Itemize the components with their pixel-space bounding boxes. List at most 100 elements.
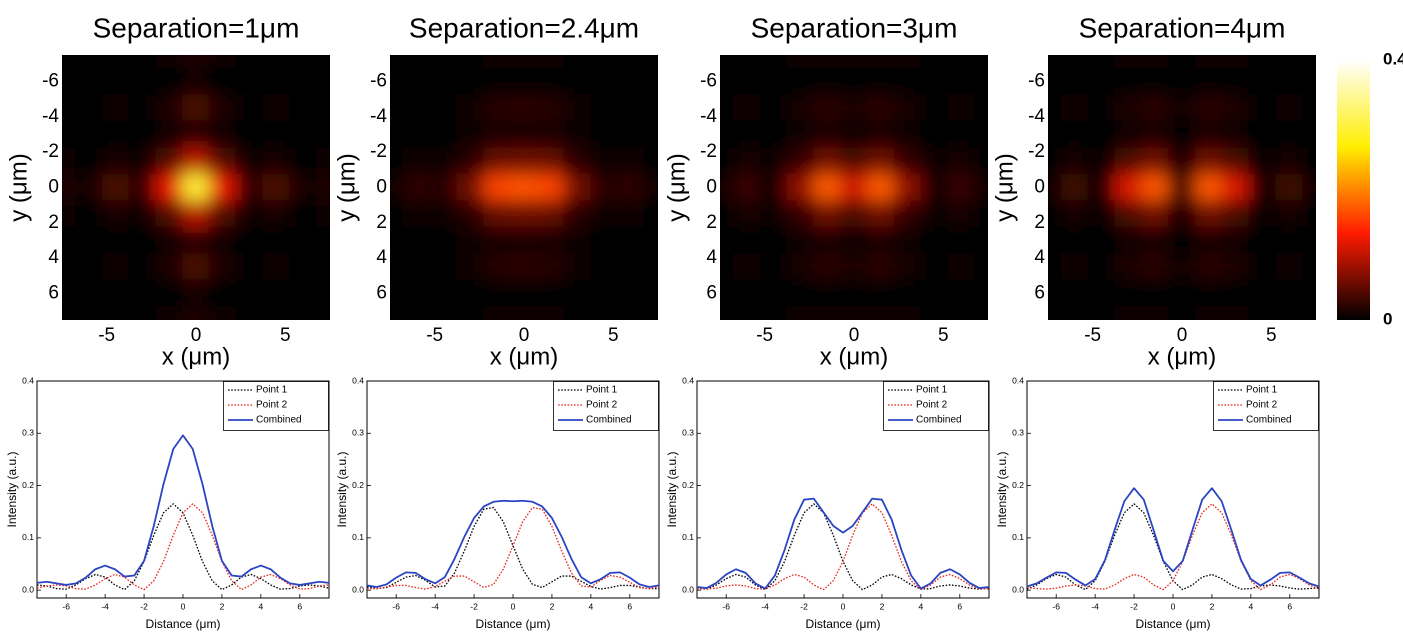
heatmap-cell bbox=[1060, 253, 1089, 281]
y-tick-label: 6 bbox=[376, 283, 387, 304]
heatmap-cell bbox=[483, 147, 512, 175]
y-tick-label: -2 bbox=[370, 141, 387, 162]
heatmap-cell bbox=[289, 253, 318, 281]
heatmap-cell bbox=[1275, 173, 1304, 202]
heatmap-cell bbox=[1248, 120, 1277, 149]
x-axis-label: x (μm) bbox=[1148, 343, 1216, 370]
heatmap-cell bbox=[813, 200, 842, 228]
heatmap-cell bbox=[262, 173, 291, 202]
heatmap-cell bbox=[1248, 279, 1277, 308]
heatmap-cell bbox=[456, 200, 485, 228]
heatmap-cell bbox=[456, 55, 485, 69]
heatmap-cell bbox=[208, 173, 237, 202]
heatmap-cell bbox=[1275, 94, 1304, 122]
x-tick-label: 2 bbox=[880, 601, 885, 611]
series-line bbox=[36, 434, 330, 586]
heatmap-cell bbox=[536, 226, 565, 255]
y-tick-label: -2 bbox=[42, 141, 59, 162]
heatmap-cell bbox=[590, 94, 619, 122]
heatmap-cell bbox=[1087, 55, 1116, 69]
heatmap-cell bbox=[1087, 200, 1116, 228]
heatmap-cell bbox=[866, 173, 895, 202]
x-tick-label: 6 bbox=[957, 601, 962, 611]
heatmap-cell bbox=[429, 147, 458, 175]
heatmap-cell bbox=[128, 55, 157, 69]
heatmap-cell bbox=[563, 306, 592, 320]
heatmap-cell bbox=[893, 279, 922, 308]
heatmap-cell bbox=[208, 253, 237, 281]
heatmap-cell bbox=[289, 55, 318, 69]
heatmap-cell bbox=[62, 253, 76, 281]
heatmap-cell bbox=[510, 200, 538, 228]
heatmap-cell bbox=[208, 226, 237, 255]
heatmap bbox=[720, 55, 988, 320]
legend-label: Point 1 bbox=[916, 385, 948, 396]
heatmap-cell bbox=[759, 94, 788, 122]
heatmap-cell bbox=[947, 279, 976, 308]
heatmap-cell bbox=[720, 94, 734, 122]
y-tick-label: -2 bbox=[700, 141, 717, 162]
y-tick-label: 0 bbox=[706, 177, 717, 198]
y-tick-label: -4 bbox=[42, 106, 59, 127]
heatmap-cell bbox=[483, 279, 512, 308]
heatmap-cell bbox=[759, 279, 788, 308]
heatmap-cell bbox=[732, 226, 761, 255]
heatmap-cell bbox=[644, 253, 658, 281]
heatmap-cell bbox=[920, 67, 949, 96]
x-tick-label: -4 bbox=[101, 601, 109, 611]
heatmap-cell bbox=[182, 173, 210, 202]
heatmap-cell bbox=[590, 253, 619, 281]
heatmap-cell bbox=[617, 200, 646, 228]
heatmap-cell bbox=[840, 226, 868, 255]
heatmap-cell bbox=[429, 120, 458, 149]
heatmap-cell bbox=[617, 94, 646, 122]
heatmap-cell bbox=[947, 120, 976, 149]
heatmap-cell bbox=[155, 200, 184, 228]
heatmap-cell bbox=[262, 279, 291, 308]
heatmap-cell bbox=[101, 147, 130, 175]
heatmap-cell bbox=[1048, 306, 1062, 320]
heatmap-cell bbox=[786, 226, 815, 255]
heatmap-cell bbox=[732, 67, 761, 96]
heatmap-cell bbox=[1302, 120, 1316, 149]
heatmap-cell bbox=[510, 306, 538, 320]
heatmap-cell bbox=[262, 67, 291, 96]
heatmap-cell bbox=[617, 279, 646, 308]
heatmap-cell bbox=[590, 306, 619, 320]
heatmap-cell bbox=[1248, 67, 1277, 96]
heatmap-cell bbox=[1168, 67, 1196, 96]
legend-label: Combined bbox=[1246, 415, 1292, 426]
heatmap-cell bbox=[1302, 279, 1316, 308]
x-axis-label: x (μm) bbox=[490, 343, 558, 370]
heatmap-cell bbox=[759, 173, 788, 202]
heatmap-cell bbox=[128, 120, 157, 149]
heatmap-cell bbox=[235, 200, 264, 228]
legend-label: Combined bbox=[586, 415, 632, 426]
heatmap-cell bbox=[74, 67, 103, 96]
heatmap-cell bbox=[1221, 253, 1250, 281]
heatmap-cell bbox=[720, 55, 734, 69]
heatmap-cell bbox=[720, 120, 734, 149]
heatmap-cell bbox=[510, 120, 538, 149]
heatmap-cell bbox=[1141, 94, 1170, 122]
x-tick-label: -2 bbox=[470, 601, 478, 611]
x-tick-label: 0 bbox=[181, 601, 186, 611]
x-axis-label: x (μm) bbox=[162, 343, 230, 370]
heatmap-cell bbox=[617, 226, 646, 255]
heatmap-cell bbox=[590, 200, 619, 228]
heatmap-cells bbox=[720, 55, 988, 320]
y-tick-label: 0.3 bbox=[22, 428, 34, 438]
heatmap-cell bbox=[1248, 173, 1277, 202]
heatmap-cells bbox=[390, 55, 658, 320]
heatmap-cell bbox=[289, 279, 318, 308]
heatmap-cell bbox=[786, 173, 815, 202]
y-tick-label: 2 bbox=[376, 212, 387, 233]
x-tick-label: 5 bbox=[280, 325, 291, 346]
heatmap-cell bbox=[1048, 279, 1062, 308]
heatmap-cell bbox=[1168, 226, 1196, 255]
heatmap-cell bbox=[920, 226, 949, 255]
legend-label: Point 1 bbox=[256, 385, 288, 396]
y-tick-label: 0.4 bbox=[682, 375, 694, 385]
heatmap-cell bbox=[402, 120, 431, 149]
